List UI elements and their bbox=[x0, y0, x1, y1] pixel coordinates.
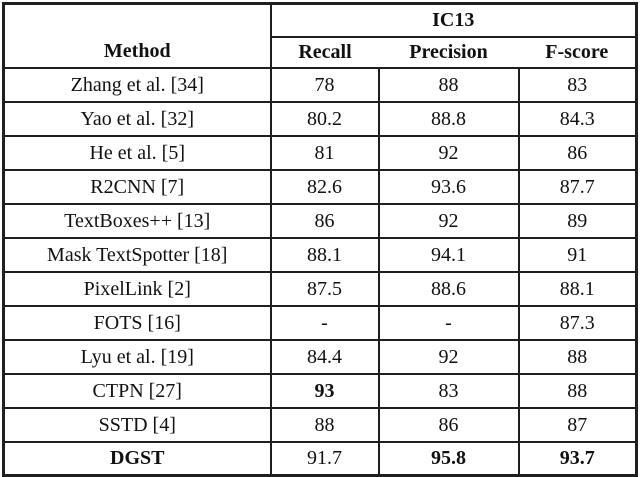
metric-header-row: Recall Precision F-score bbox=[4, 36, 637, 69]
cell-method: DGST bbox=[2, 440, 272, 477]
cell-recall: 78 bbox=[269, 66, 380, 103]
cell-precision: 88.6 bbox=[377, 270, 520, 307]
cell-method: SSTD [4] bbox=[2, 406, 272, 443]
cell-precision: 88 bbox=[377, 66, 520, 103]
cell-fscore: 91 bbox=[517, 236, 638, 273]
table-row: TextBoxes++ [13] 86 92 89 bbox=[2, 202, 638, 239]
cell-precision: 95.8 bbox=[377, 440, 520, 477]
cell-recall: 80.2 bbox=[269, 100, 380, 137]
cell-precision: 94.1 bbox=[377, 236, 520, 273]
cell-precision: 88.8 bbox=[377, 100, 520, 137]
table-row: SSTD [4] 88 86 87 bbox=[2, 406, 638, 443]
cell-method: Mask TextSpotter [18] bbox=[2, 236, 272, 273]
cell-recall: 87.5 bbox=[269, 270, 380, 307]
cell-fscore: 88 bbox=[517, 338, 638, 375]
table-row: DGST 91.7 95.8 93.7 bbox=[2, 440, 638, 477]
fscore-column-header: F-score bbox=[518, 36, 637, 69]
cell-method: FOTS [16] bbox=[2, 304, 272, 341]
cell-precision: 92 bbox=[377, 134, 520, 171]
cell-method: TextBoxes++ [13] bbox=[2, 202, 272, 239]
cell-fscore: 87 bbox=[517, 406, 638, 443]
cell-fscore: 87.7 bbox=[517, 168, 638, 205]
cell-method: Zhang et al. [34] bbox=[2, 66, 272, 103]
cell-fscore: 88 bbox=[517, 372, 638, 409]
group-header-row: Method IC13 bbox=[3, 3, 637, 69]
cell-recall: 88 bbox=[269, 406, 380, 443]
cell-precision: 83 bbox=[377, 372, 520, 409]
recall-column-header: Recall bbox=[269, 36, 379, 69]
table-row: He et al. [5] 81 92 86 bbox=[2, 134, 638, 171]
cell-fscore: 88.1 bbox=[517, 270, 638, 307]
cell-recall: - bbox=[269, 304, 380, 341]
cell-fscore: 87.3 bbox=[517, 304, 638, 341]
cell-precision: - bbox=[377, 304, 520, 341]
dataset-group-header: IC13 bbox=[269, 3, 637, 38]
precision-column-header: Precision bbox=[378, 36, 519, 69]
table-body: Zhang et al. [34] 78 88 83 Yao et al. [32] 80… bbox=[2, 66, 638, 477]
cell-recall: 93 bbox=[269, 372, 380, 409]
cell-precision: 93.6 bbox=[377, 168, 520, 205]
table-row: Zhang et al. [34] 78 88 83 bbox=[2, 66, 638, 103]
table-header: Method IC13 Recall Precision F-score bbox=[3, 3, 637, 69]
cell-fscore: 84.3 bbox=[517, 100, 638, 137]
table-row: Lyu et al. [19] 84.4 92 88 bbox=[2, 338, 638, 375]
cell-precision: 92 bbox=[377, 338, 520, 375]
cell-recall: 88.1 bbox=[269, 236, 380, 273]
cell-fscore: 89 bbox=[517, 202, 638, 239]
cell-method: Lyu et al. [19] bbox=[2, 338, 272, 375]
table-row: R2CNN [7] 82.6 93.6 87.7 bbox=[2, 168, 638, 205]
cell-fscore: 93.7 bbox=[517, 440, 638, 477]
cell-fscore: 86 bbox=[517, 134, 638, 171]
cell-recall: 82.6 bbox=[269, 168, 380, 205]
table-row: PixelLink [2] 87.5 88.6 88.1 bbox=[2, 270, 638, 307]
table-row: FOTS [16] - -87.3 bbox=[2, 304, 638, 341]
method-column-header: Method bbox=[3, 3, 272, 69]
cell-fscore: 83 bbox=[517, 66, 638, 103]
cell-method: PixelLink [2] bbox=[2, 270, 272, 307]
table-row: Yao et al. [32] 80.2 88.8 84.3 bbox=[2, 100, 638, 137]
table-row: Mask TextSpotter [18] 88.1 94.1 91 bbox=[2, 236, 638, 273]
cell-method: CTPN [27] bbox=[2, 372, 272, 409]
cell-method: He et al. [5] bbox=[2, 134, 272, 171]
cell-recall: 86 bbox=[269, 202, 380, 239]
cell-method: Yao et al. [32] bbox=[2, 100, 272, 137]
cell-recall: 91.7 bbox=[269, 440, 380, 477]
cell-precision: 86 bbox=[377, 406, 520, 443]
cell-method: R2CNN [7] bbox=[2, 168, 272, 205]
cell-recall: 81 bbox=[269, 134, 380, 171]
cell-recall: 84.4 bbox=[269, 338, 380, 375]
table-row: CTPN [27] 93 83 88 bbox=[2, 372, 638, 409]
cell-precision: 92 bbox=[377, 202, 520, 239]
